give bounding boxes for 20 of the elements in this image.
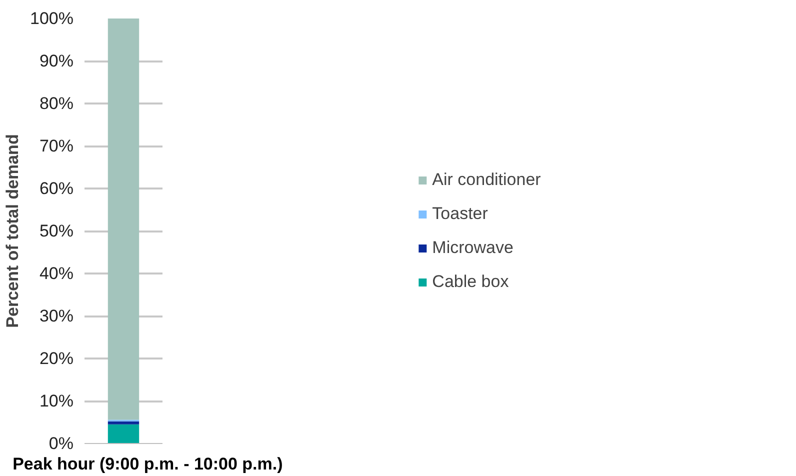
legend-label: Cable box <box>432 272 509 292</box>
bar <box>108 18 140 420</box>
y-tick-label: 0% <box>48 434 74 453</box>
bar <box>108 424 140 444</box>
y-tick-label: 70% <box>39 136 74 156</box>
y-tick-label: 10% <box>39 392 74 410</box>
legend-label: Toaster <box>432 204 488 224</box>
legend-label: Air conditioner <box>432 170 541 190</box>
bar <box>108 421 140 424</box>
y-tick-label: 40% <box>39 264 74 283</box>
y-tick-label: 90% <box>39 52 74 70</box>
y-tick-label: 30% <box>39 306 74 326</box>
y-tick-label: 60% <box>39 179 74 198</box>
y-axis-title: Percent of total demand <box>3 134 22 328</box>
x-tick-label: Peak hour (9:00 p.m. - 10:00 p.m.) <box>12 454 283 474</box>
y-tick-label: 100% <box>30 9 74 28</box>
y-tick-label: 50% <box>39 222 74 240</box>
y-tick-label: 20% <box>39 349 74 368</box>
y-tick-label: 80% <box>39 94 74 113</box>
legend-label: Microwave <box>432 238 514 258</box>
